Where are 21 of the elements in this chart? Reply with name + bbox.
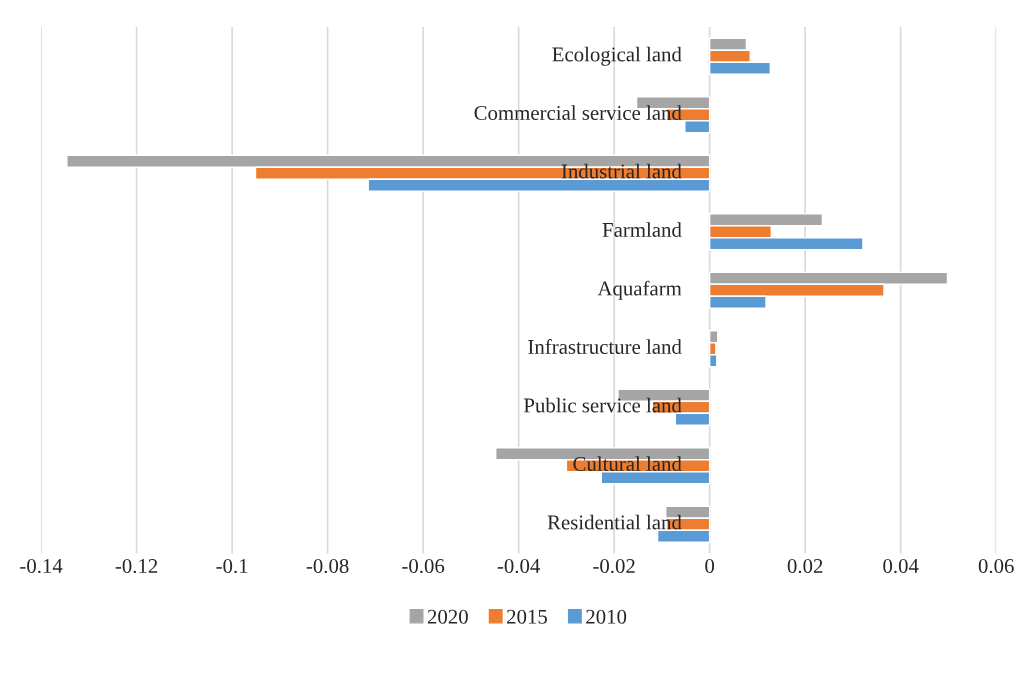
legend-label: 2015 [507, 609, 547, 624]
legend-label: 2010 [586, 609, 627, 624]
x-tick-label: -0.06 [402, 558, 445, 574]
x-tick-label: 0.06 [978, 558, 1014, 574]
y-tick-label: Infrastructure land [528, 339, 682, 354]
y-tick-label: Farmland [602, 222, 682, 237]
y-tick-label: Commercial service land [474, 105, 682, 120]
legend-label: 2020 [427, 609, 468, 624]
x-tick-label: 0.02 [787, 558, 823, 574]
y-tick-label: Industrial land [561, 163, 682, 179]
x-tick-label: -0.14 [20, 558, 63, 574]
x-tick-label: -0.02 [593, 558, 635, 574]
x-tick-label: -0.04 [497, 558, 541, 574]
x-tick-label: 0 [705, 558, 715, 574]
y-tick-label: Aquafarm [597, 280, 682, 300]
x-tick-label: -0.08 [306, 558, 349, 574]
x-tick-label: -0.12 [115, 558, 158, 574]
x-tick-label: 0.04 [883, 558, 919, 574]
y-tick-label: Cultural land [573, 456, 682, 471]
x-tick-label: -0.1 [216, 558, 248, 574]
y-tick-label: Ecological land [552, 46, 682, 66]
